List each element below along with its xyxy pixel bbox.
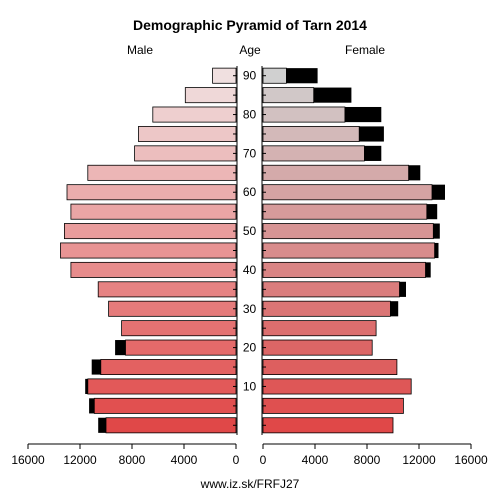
male-bar-10-14 xyxy=(87,378,237,395)
female-bar-55-59 xyxy=(262,203,428,220)
male-bar-55-59 xyxy=(70,203,237,220)
male-bar-20-24 xyxy=(125,339,237,356)
female-bar-5-9 xyxy=(262,397,404,414)
age-tick-label-70: 70 xyxy=(243,146,257,160)
female-label: Female xyxy=(345,43,385,57)
female-x-tick-label-0: 0 xyxy=(260,453,267,467)
chart-title: Demographic Pyramid of Tarn 2014 xyxy=(133,17,367,33)
male-highlight-5-9 xyxy=(89,398,95,414)
male-bar-75-79 xyxy=(138,125,237,142)
female-highlight-55-59 xyxy=(426,204,438,220)
male-highlight-10-14 xyxy=(85,378,88,395)
female-bar-50-54 xyxy=(262,223,434,240)
female-highlight-70-74 xyxy=(364,145,382,161)
female-bar-20-24 xyxy=(262,339,373,356)
male-x-tick-label-0: 0 xyxy=(233,453,240,467)
female-bar-65-69 xyxy=(262,164,410,181)
male-bar-50-54 xyxy=(64,223,237,240)
age-tick-label-20: 20 xyxy=(243,341,257,355)
male-bar-15-19 xyxy=(100,359,237,376)
female-bar-85-89 xyxy=(262,87,315,104)
male-bar-0-4 xyxy=(105,417,237,434)
male-bar-70-74 xyxy=(134,145,237,162)
female-bar-30-34 xyxy=(262,300,391,317)
female-x-tick-label-12000: 12000 xyxy=(402,453,436,467)
female-bar-15-19 xyxy=(262,359,398,376)
female-bar-80-84 xyxy=(262,106,346,123)
male-bar-30-34 xyxy=(108,300,237,317)
female-highlight-90+ xyxy=(286,68,318,84)
footer-url: www.iz.sk/FRFJ27 xyxy=(200,477,300,491)
age-tick-label-50: 50 xyxy=(243,224,257,238)
female-x-tick-label-4000: 4000 xyxy=(302,453,329,467)
age-tick-label-90: 90 xyxy=(243,69,257,83)
male-highlight-15-19 xyxy=(91,359,101,375)
female-bar-70-74 xyxy=(262,145,365,162)
male-bar-5-9 xyxy=(93,397,237,414)
male-highlight-0-4 xyxy=(98,417,106,433)
female-bar-90+ xyxy=(262,67,287,84)
female-highlight-50-54 xyxy=(433,223,440,239)
age-tick-label-10: 10 xyxy=(243,379,257,393)
male-x-tick-label-12000: 12000 xyxy=(63,453,97,467)
male-bar-80-84 xyxy=(152,106,237,123)
female-highlight-80-84 xyxy=(344,106,382,123)
female-highlight-40-44 xyxy=(425,262,431,278)
female-highlight-65-69 xyxy=(408,165,421,181)
female-bar-35-39 xyxy=(262,281,400,298)
male-x-tick-label-16000: 16000 xyxy=(11,453,45,467)
female-bar-60-64 xyxy=(262,184,433,201)
male-bar-25-29 xyxy=(121,320,237,337)
male-bar-60-64 xyxy=(66,184,237,201)
female-highlight-75-79 xyxy=(359,126,384,142)
female-highlight-30-34 xyxy=(390,301,399,317)
female-highlight-60-64 xyxy=(432,184,445,200)
female-highlight-35-39 xyxy=(399,281,406,297)
age-tick-label-40: 40 xyxy=(243,263,257,277)
age-tick-label-60: 60 xyxy=(243,185,257,199)
male-bar-35-39 xyxy=(97,281,237,298)
male-bar-90+ xyxy=(212,67,237,84)
female-bar-40-44 xyxy=(262,261,426,278)
male-bar-45-49 xyxy=(60,242,237,259)
male-bar-85-89 xyxy=(184,87,237,104)
male-x-tick-label-8000: 8000 xyxy=(119,453,146,467)
female-highlight-45-49 xyxy=(434,242,439,259)
female-bar-10-14 xyxy=(262,378,412,395)
female-bar-25-29 xyxy=(262,320,377,337)
bars-group xyxy=(60,67,445,434)
age-label: Age xyxy=(239,43,261,57)
male-label: Male xyxy=(127,43,153,57)
male-bar-65-69 xyxy=(87,164,237,181)
female-bar-75-79 xyxy=(262,125,360,142)
male-bar-40-44 xyxy=(70,261,237,278)
female-bar-0-4 xyxy=(262,417,394,434)
female-x-tick-label-8000: 8000 xyxy=(354,453,381,467)
female-bar-45-49 xyxy=(262,242,436,259)
female-x-tick-label-16000: 16000 xyxy=(454,453,488,467)
female-highlight-85-89 xyxy=(313,87,352,103)
age-tick-label-30: 30 xyxy=(243,302,257,316)
male-highlight-20-24 xyxy=(115,340,126,356)
age-tick-label-80: 80 xyxy=(243,108,257,122)
male-x-tick-label-4000: 4000 xyxy=(171,453,198,467)
axes-group: 10 20 30 40 50 60 70 80 90 16000 12000 8000 4000 0 0 40… xyxy=(11,66,488,467)
